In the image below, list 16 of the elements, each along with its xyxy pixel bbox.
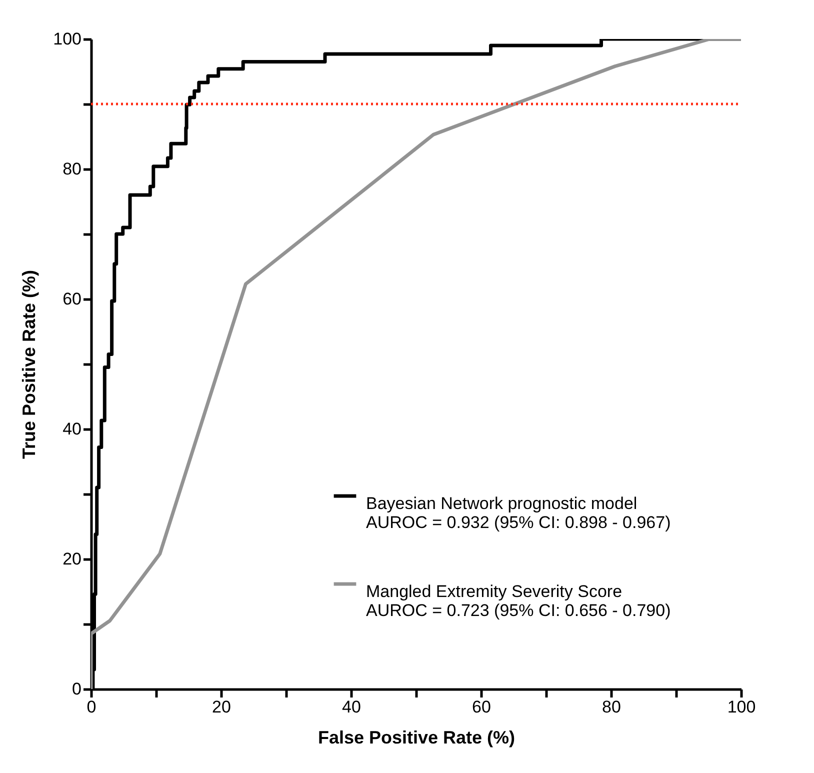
y-tick-label: 40 — [62, 420, 82, 438]
x-tick-label: 20 — [212, 698, 231, 716]
y-tick-label: 80 — [62, 160, 82, 178]
legend-label: Bayesian Network prognostic model AUROC = 0.932 (95% CI: 0.898 - 0.967) — [366, 494, 671, 532]
x-axis-title: False Positive Rate (%) — [318, 728, 516, 748]
x-tick-label: 40 — [342, 698, 361, 716]
y-tick-label: 20 — [62, 550, 82, 568]
legend-label: Mangled Extremity Severity Score AUROC = 0.723 (95% CI: 0.656 - 0.790) — [366, 582, 671, 620]
y-axis-title: True Positive Rate (%) — [19, 270, 40, 460]
x-tick-label: 0 — [86, 698, 96, 716]
x-tick-label: 60 — [472, 698, 491, 716]
y-tick-label: 60 — [62, 290, 82, 308]
x-tick-label: 80 — [602, 698, 621, 716]
y-tick-label: 0 — [72, 680, 82, 698]
y-tick-label: 100 — [53, 30, 82, 48]
x-tick-label: 100 — [727, 698, 756, 716]
